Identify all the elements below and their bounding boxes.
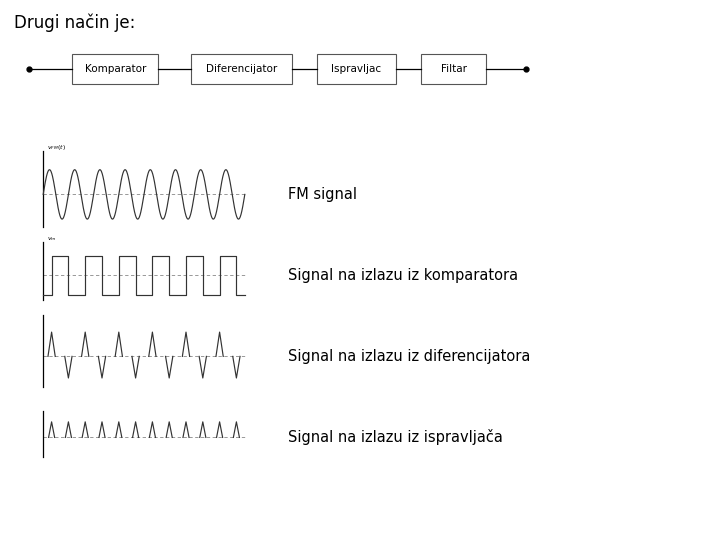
Text: $v_{FM}(t)$: $v_{FM}(t)$ [47,143,66,152]
FancyBboxPatch shape [317,54,396,84]
FancyBboxPatch shape [421,54,486,84]
Text: Drugi način je:: Drugi način je: [14,14,136,32]
Text: Ispravljac: Ispravljac [331,64,382,74]
Text: Komparator: Komparator [84,64,146,74]
Text: Filtar: Filtar [441,64,467,74]
FancyBboxPatch shape [191,54,292,84]
Text: Signal na izlazu iz ispravljača: Signal na izlazu iz ispravljača [288,429,503,445]
Text: Signal na izlazu iz diferencijatora: Signal na izlazu iz diferencijatora [288,349,531,364]
Text: Signal na izlazu iz komparatora: Signal na izlazu iz komparatora [288,268,518,283]
Text: $v_{m}$: $v_{m}$ [47,235,56,243]
Text: FM signal: FM signal [288,187,357,202]
Text: Diferencijator: Diferencijator [206,64,276,74]
FancyBboxPatch shape [72,54,158,84]
